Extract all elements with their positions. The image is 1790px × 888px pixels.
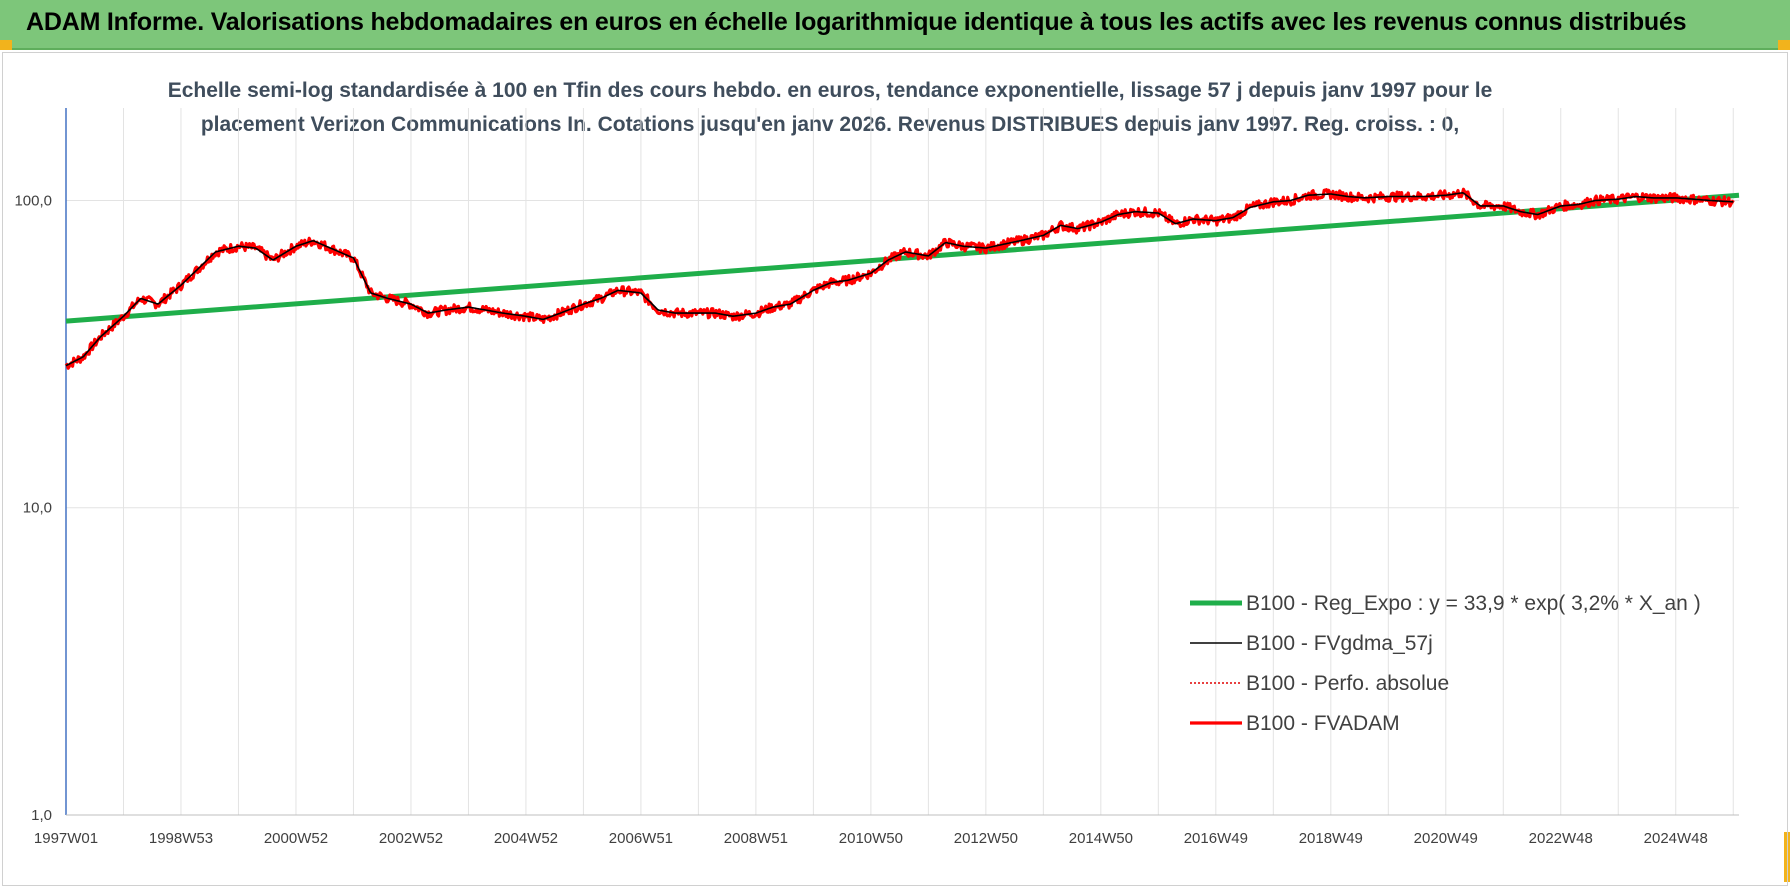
y-tick-label: 1,0 bbox=[31, 807, 52, 824]
x-tick-label: 2022W48 bbox=[1529, 830, 1593, 847]
x-tick-label: 2024W48 bbox=[1644, 830, 1708, 847]
x-tick-label: 2012W50 bbox=[954, 830, 1018, 847]
series-line-smooth bbox=[65, 192, 1734, 367]
chart-title-line-1: Echelle semi-log standardisée à 100 en T… bbox=[167, 79, 1493, 102]
legend-label-fvadam: B100 - FVADAM bbox=[1246, 712, 1400, 735]
chart-title: Echelle semi-log standardisée à 100 en T… bbox=[160, 74, 1500, 142]
x-tick-label: 1998W53 bbox=[149, 830, 213, 847]
x-tick-label: 2002W52 bbox=[379, 830, 443, 847]
y-tick-label: 100,0 bbox=[14, 192, 52, 209]
x-tick-label: 1997W01 bbox=[34, 830, 98, 847]
x-tick-label: 2016W49 bbox=[1184, 830, 1248, 847]
legend-label-perfo: B100 - Perfo. absolue bbox=[1246, 672, 1449, 695]
chart-title-line-2: placement Verizon Communications In. Cot… bbox=[200, 113, 1460, 136]
x-tick-label: 2010W50 bbox=[839, 830, 903, 847]
header-bar: ADAM Informe. Valorisations hebdomadaire… bbox=[0, 0, 1790, 50]
corner-marker-top-right bbox=[1778, 40, 1790, 50]
y-tick-label: 10,0 bbox=[23, 500, 52, 517]
x-tick-label: 2006W51 bbox=[609, 830, 673, 847]
page-title: ADAM Informe. Valorisations hebdomadaire… bbox=[26, 8, 1687, 36]
x-tick-label: 2004W52 bbox=[494, 830, 558, 847]
x-tick-label: 2020W49 bbox=[1414, 830, 1478, 847]
legend-label-smooth: B100 - FVgdma_57j bbox=[1246, 632, 1433, 655]
x-tick-label: 2018W49 bbox=[1299, 830, 1363, 847]
chart-frame bbox=[2, 52, 1788, 886]
series-line-trend bbox=[65, 192, 1740, 324]
x-tick-label: 2014W50 bbox=[1069, 830, 1133, 847]
corner-marker-top-left bbox=[0, 40, 12, 50]
x-tick-label: 2000W52 bbox=[264, 830, 328, 847]
legend-label-trend: B100 - Reg_Expo : y = 33,9 * exp( 3,2% *… bbox=[1246, 592, 1701, 615]
x-tick-label: 2008W51 bbox=[724, 830, 788, 847]
